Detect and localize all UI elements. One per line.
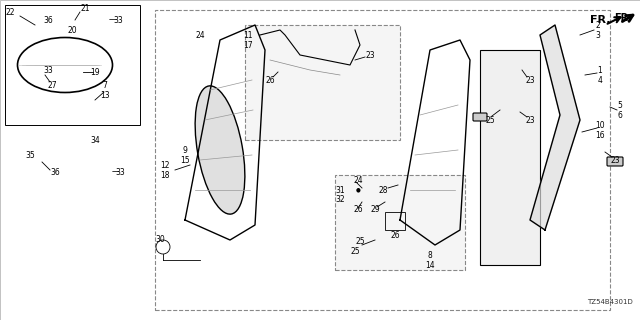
Text: 28: 28 <box>378 186 388 195</box>
Bar <box>155 10 610 310</box>
Text: ●: ● <box>356 188 360 193</box>
FancyBboxPatch shape <box>473 113 487 121</box>
Text: 26: 26 <box>390 230 400 239</box>
Text: 29: 29 <box>370 205 380 214</box>
Text: 34: 34 <box>90 135 100 145</box>
Text: 20: 20 <box>67 26 77 35</box>
Bar <box>245 25 400 140</box>
Text: 5: 5 <box>618 100 623 109</box>
Ellipse shape <box>195 86 245 214</box>
Text: 22: 22 <box>5 7 15 17</box>
Text: 27: 27 <box>47 81 57 90</box>
Text: 36: 36 <box>50 167 60 177</box>
Text: 19: 19 <box>90 68 100 76</box>
Text: 2: 2 <box>596 20 600 29</box>
Bar <box>335 175 465 270</box>
Text: 33: 33 <box>43 66 53 75</box>
Text: 36: 36 <box>43 15 53 25</box>
Text: 23: 23 <box>610 156 620 164</box>
Text: 3: 3 <box>596 30 600 39</box>
Text: 6: 6 <box>618 110 623 119</box>
Text: 31: 31 <box>335 186 345 195</box>
Text: 25: 25 <box>485 116 495 124</box>
Text: 16: 16 <box>595 131 605 140</box>
Text: 4: 4 <box>598 76 602 84</box>
Text: 24: 24 <box>353 175 363 185</box>
Bar <box>385 212 405 230</box>
Text: 33: 33 <box>113 15 123 25</box>
Text: —: — <box>111 167 119 177</box>
Text: —: — <box>108 15 116 25</box>
Text: 14: 14 <box>425 260 435 269</box>
Text: 15: 15 <box>180 156 190 164</box>
Text: 13: 13 <box>100 91 110 100</box>
Text: 11: 11 <box>243 30 253 39</box>
Text: 12: 12 <box>160 161 170 170</box>
Text: 25: 25 <box>350 247 360 257</box>
Text: 23: 23 <box>525 116 535 124</box>
Text: TZ54B4301D: TZ54B4301D <box>587 299 633 305</box>
Text: 33: 33 <box>115 167 125 177</box>
Text: 24: 24 <box>195 30 205 39</box>
Text: 26: 26 <box>353 205 363 214</box>
Text: 23: 23 <box>365 51 375 60</box>
Text: 7: 7 <box>102 81 108 90</box>
Text: 25: 25 <box>355 237 365 246</box>
Text: 8: 8 <box>428 251 433 260</box>
Text: 26: 26 <box>265 76 275 84</box>
Text: 10: 10 <box>595 121 605 130</box>
Polygon shape <box>530 25 580 230</box>
Text: 21: 21 <box>80 4 90 12</box>
Text: 23: 23 <box>525 76 535 84</box>
Text: 30: 30 <box>155 236 165 244</box>
Text: 1: 1 <box>598 66 602 75</box>
Bar <box>480 50 540 265</box>
Text: 18: 18 <box>160 171 170 180</box>
Text: 17: 17 <box>243 41 253 50</box>
Bar <box>5 135 140 290</box>
Bar <box>5 5 140 125</box>
Text: 32: 32 <box>335 196 345 204</box>
Text: 35: 35 <box>25 150 35 159</box>
FancyBboxPatch shape <box>607 157 623 166</box>
Text: FR.: FR. <box>614 13 632 23</box>
Text: 9: 9 <box>182 146 188 155</box>
Text: FR.: FR. <box>589 15 611 25</box>
